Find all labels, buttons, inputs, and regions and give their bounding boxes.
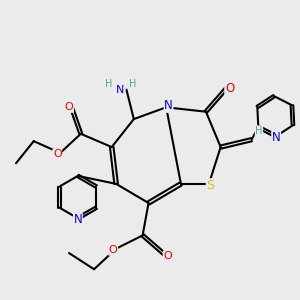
Text: H: H: [255, 126, 262, 136]
Text: N: N: [272, 131, 280, 144]
Text: O: O: [53, 149, 62, 159]
Text: N: N: [164, 99, 173, 112]
Text: O: O: [109, 245, 118, 255]
Text: S: S: [206, 179, 214, 192]
Text: O: O: [65, 102, 74, 112]
Text: O: O: [163, 251, 172, 261]
Text: H: H: [105, 79, 112, 89]
Text: N: N: [116, 85, 125, 94]
Text: N: N: [74, 213, 82, 226]
Text: H: H: [129, 79, 136, 89]
Text: O: O: [225, 82, 234, 95]
